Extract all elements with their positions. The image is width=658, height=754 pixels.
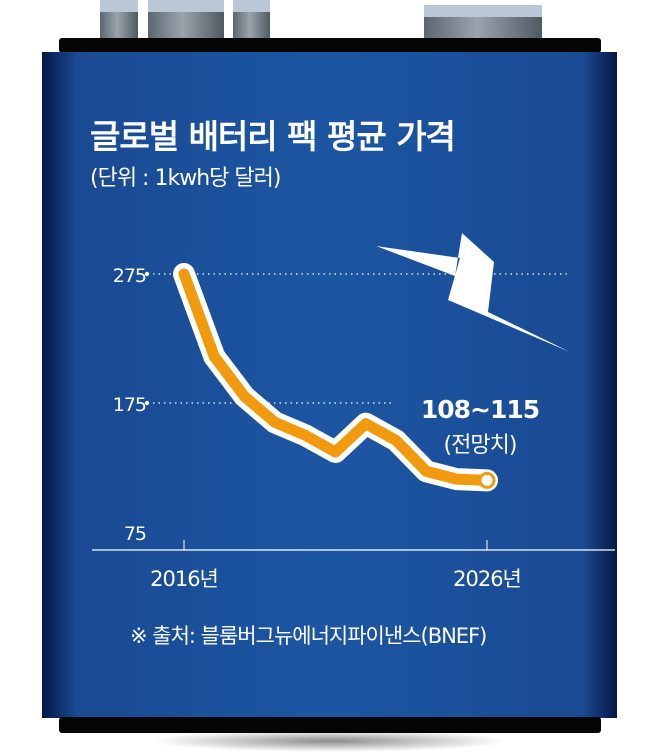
battery-terminal-icon xyxy=(233,0,270,42)
y-tick-label: 275 xyxy=(113,265,146,287)
battery-top-bar xyxy=(59,38,601,53)
battery-terminal-icon xyxy=(148,0,224,42)
y-tick-label: 75 xyxy=(124,523,146,545)
battery-body xyxy=(42,52,617,718)
chart-title: 글로벌 배터리 팩 평균 가격 xyxy=(90,117,456,156)
lightning-bolt-icon xyxy=(376,233,570,352)
series-line xyxy=(178,268,493,486)
battery-terminal-icon xyxy=(100,0,138,42)
source-note: ※ 출처: 블룸버그뉴에너지파이낸스(BNEF) xyxy=(130,624,487,648)
annotation-value: 108~115 xyxy=(421,395,539,424)
gridline-dot xyxy=(144,271,150,277)
gridline-dot xyxy=(144,400,150,406)
battery-bottom-bar xyxy=(59,717,601,733)
x-tick-label: 2026년 xyxy=(453,567,521,591)
y-tick-label: 175 xyxy=(113,394,146,416)
annotation-note: (전망치) xyxy=(444,433,517,458)
chart-subtitle: (단위 : 1kwh당 달러) xyxy=(90,166,281,191)
battery-terminal-icon xyxy=(424,5,542,42)
data-point xyxy=(478,471,496,489)
x-tick-label: 2016년 xyxy=(150,567,218,591)
battery-shadow xyxy=(150,730,510,752)
